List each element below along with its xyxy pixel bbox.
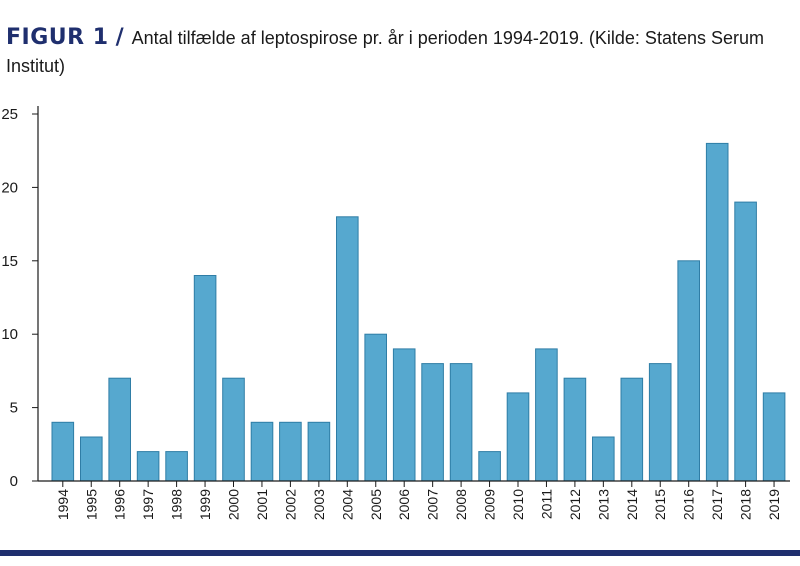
y-tick-label-10: 10 xyxy=(1,326,18,343)
x-tick-label-1997: 1997 xyxy=(140,489,156,520)
caption-text: Antal tilfælde af leptospirose pr. år i … xyxy=(6,28,764,76)
x-tick-label-1994: 1994 xyxy=(55,489,71,520)
bar-1999 xyxy=(193,275,217,482)
y-tick-label-25: 25 xyxy=(1,106,18,123)
x-tick-label-2005: 2005 xyxy=(368,489,384,520)
x-tick-label-2018: 2018 xyxy=(738,489,754,520)
bar-2004 xyxy=(336,216,359,482)
bottom-rule xyxy=(0,550,800,556)
y-tick-label-5: 5 xyxy=(10,400,18,417)
x-tick-label-2012: 2012 xyxy=(567,489,583,520)
x-tick-label-2009: 2009 xyxy=(482,489,498,520)
bar-2011 xyxy=(535,348,558,482)
bar-2015 xyxy=(648,363,672,482)
bar-2006 xyxy=(392,348,416,482)
x-tick-label-2004: 2004 xyxy=(339,489,355,520)
bar-2009 xyxy=(478,451,501,482)
bar-2003 xyxy=(307,421,331,482)
x-tick-label-2017: 2017 xyxy=(709,489,725,520)
x-tick-label-2011: 2011 xyxy=(538,489,554,519)
x-tick-label-2014: 2014 xyxy=(624,489,640,520)
bar-1997 xyxy=(136,451,160,482)
figure-label: FIGUR 1 xyxy=(6,25,109,50)
bar-1994 xyxy=(51,421,75,482)
x-tick-label-2015: 2015 xyxy=(652,489,668,520)
bar-2002 xyxy=(279,421,302,482)
bar-1996 xyxy=(108,377,132,482)
x-tick-label-1995: 1995 xyxy=(83,489,99,520)
bar-2008 xyxy=(449,363,473,482)
y-tick-label-15: 15 xyxy=(1,253,18,270)
x-tick-label-2007: 2007 xyxy=(425,489,441,520)
x-tick-label-2016: 2016 xyxy=(681,489,697,520)
y-tick-label-20: 20 xyxy=(1,179,18,196)
bar-2012 xyxy=(563,377,587,482)
y-tick-label-0: 0 xyxy=(10,473,18,490)
bar-2016 xyxy=(677,260,701,482)
caption-slash: / xyxy=(115,25,124,50)
bar-2018 xyxy=(734,201,757,482)
bar-2014 xyxy=(620,377,644,482)
x-tick-label-2000: 2000 xyxy=(226,489,242,520)
bar-2013 xyxy=(592,436,615,482)
x-tick-label-1998: 1998 xyxy=(169,489,185,520)
x-tick-label-2013: 2013 xyxy=(595,489,611,520)
x-tick-label-1999: 1999 xyxy=(197,489,213,520)
x-tick-label-2002: 2002 xyxy=(282,489,298,520)
x-tick-label-2019: 2019 xyxy=(766,489,782,520)
bar-2000 xyxy=(222,377,245,482)
x-tick-label-2003: 2003 xyxy=(311,489,327,520)
bar-2017 xyxy=(705,142,729,482)
x-tick-label-2008: 2008 xyxy=(453,489,469,520)
bar-2007 xyxy=(421,363,444,482)
bar-2001 xyxy=(250,421,274,482)
bar-2010 xyxy=(506,392,530,482)
figure-caption: FIGUR 1 / Antal tilfælde af leptospirose… xyxy=(6,24,794,80)
x-tick-label-1996: 1996 xyxy=(112,489,128,520)
x-tick-label-2006: 2006 xyxy=(396,489,412,520)
bar-1998 xyxy=(165,451,188,482)
bar-2005 xyxy=(364,333,387,482)
bar-1995 xyxy=(80,436,103,482)
x-tick-label-2010: 2010 xyxy=(510,489,526,520)
x-tick-label-2001: 2001 xyxy=(254,489,270,520)
bar-2019 xyxy=(762,392,786,482)
